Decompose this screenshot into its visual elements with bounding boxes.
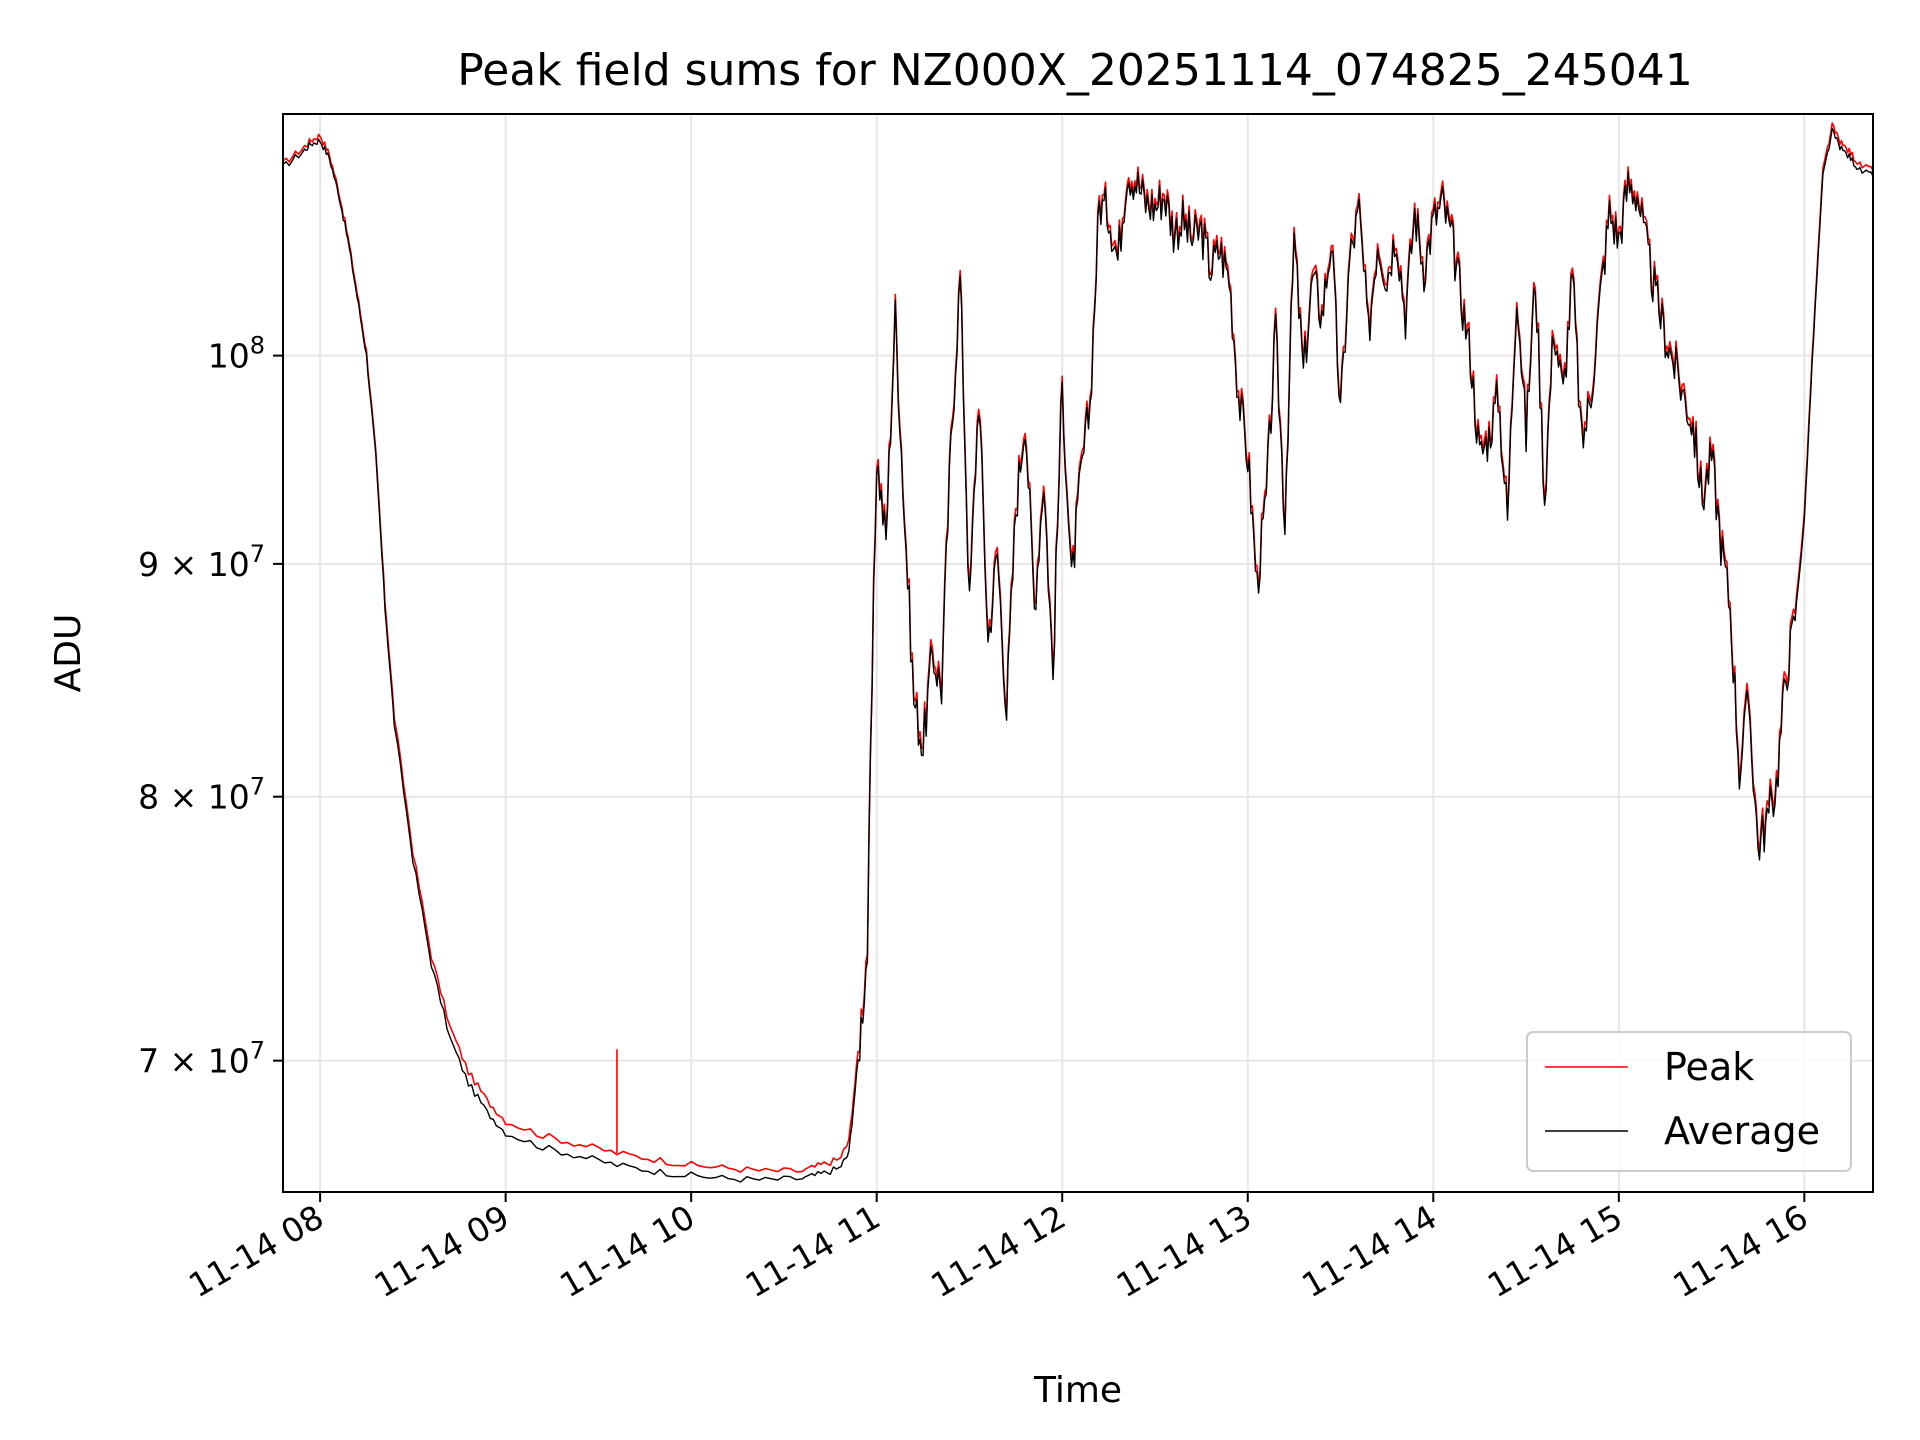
legend: Peak Average xyxy=(1526,1031,1852,1172)
average-series-line xyxy=(282,127,1874,1183)
y-axis: 108 9 × 107 8 × 107 7 × 107 xyxy=(138,332,283,1081)
grid xyxy=(283,114,1873,1192)
x-axis-label: Time xyxy=(1033,1370,1122,1411)
plot-area xyxy=(282,122,1874,1183)
y-tick-label: 9 × 107 xyxy=(138,540,265,584)
y-tick-label: 8 × 107 xyxy=(138,773,265,817)
y-axis-label: ADU xyxy=(48,614,89,693)
legend-average-label: Average xyxy=(1664,1109,1820,1153)
chart-title: Peak field sums for NZ000X_20251114_0748… xyxy=(457,45,1693,96)
y-tick-label: 108 xyxy=(208,332,265,376)
plot-frame xyxy=(282,113,1874,1193)
legend-peak-label: Peak xyxy=(1664,1045,1754,1089)
y-tick-label: 7 × 107 xyxy=(138,1037,265,1081)
